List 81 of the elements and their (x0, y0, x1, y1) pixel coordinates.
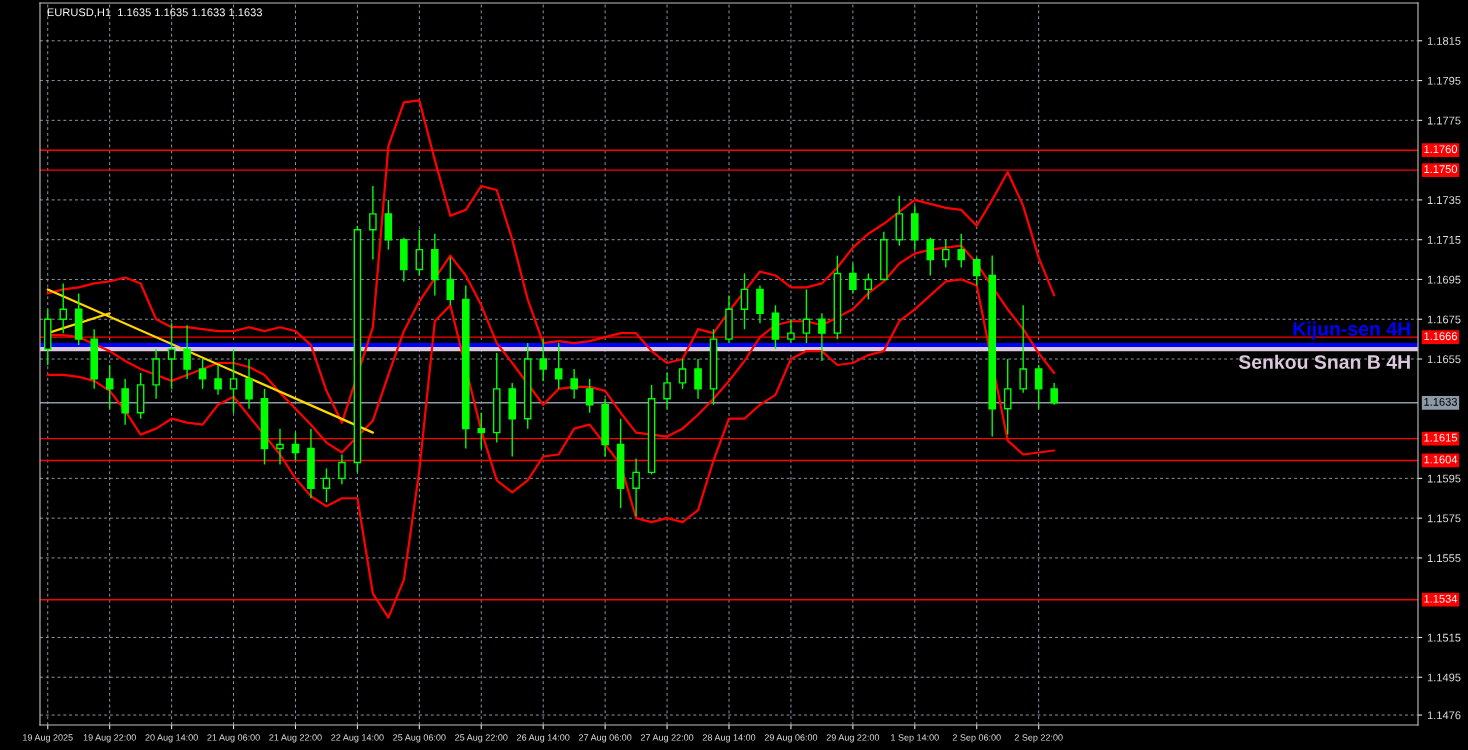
ref-line-label: 1.1604 (1424, 455, 1458, 464)
x-tick-label: 2 Sep 06:00 (952, 734, 1001, 743)
candlestick (740, 272, 749, 330)
ref-line-label: 1.1666 (1424, 332, 1458, 341)
x-tick-label: 27 Aug 22:00 (640, 734, 694, 743)
x-tick-label: 29 Aug 22:00 (826, 734, 880, 743)
candlestick (663, 372, 671, 410)
candlestick (59, 282, 68, 334)
candlestick (554, 342, 563, 390)
candlestick (1050, 382, 1058, 406)
x-tick-label: 19 Aug 22:00 (83, 734, 136, 743)
candlestick (1003, 358, 1012, 436)
candlestick (632, 457, 640, 517)
x-tick-label: 26 Aug 14:00 (517, 734, 570, 743)
candlestick (678, 358, 687, 390)
y-tick-label: 1.1775 (1427, 116, 1461, 125)
candlestick (369, 185, 377, 261)
candlestick (446, 256, 455, 307)
ref-line-label: 1.1615 (1424, 433, 1458, 442)
y-tick-label: 1.1515 (1427, 633, 1461, 642)
x-tick-label: 22 Aug 14:00 (331, 734, 384, 743)
y-tick-label: 1.1735 (1427, 196, 1461, 205)
ref-line-label: 1.1633 (1424, 397, 1458, 406)
candlestick (477, 412, 486, 450)
candlestick (787, 318, 795, 344)
annotation: Senkou Snan B 4H (1238, 354, 1410, 369)
candlestick (957, 233, 966, 269)
x-tick-label: 28 Aug 14:00 (702, 734, 756, 743)
candlestick (338, 453, 346, 486)
candlestick (694, 358, 702, 400)
candlestick (276, 427, 284, 466)
candlestick (415, 229, 424, 277)
candlestick (1019, 304, 1027, 394)
candlestick (214, 364, 222, 396)
x-tick-label: 20 Aug 14:00 (145, 734, 198, 743)
y-tick-label: 1.1476 (1427, 711, 1461, 720)
y-tick-label: 1.1555 (1427, 554, 1461, 563)
candlestick (229, 348, 238, 414)
candlestick (1034, 364, 1043, 410)
candlestick (121, 378, 129, 426)
x-tick-label: 21 Aug 22:00 (269, 734, 322, 743)
candlestick (941, 238, 950, 269)
candlestick (322, 467, 331, 503)
candlestick (585, 378, 594, 414)
x-tick-label: 25 Aug 06:00 (393, 734, 446, 743)
candlestick (972, 256, 981, 287)
candlestick (926, 237, 935, 277)
candlestick (818, 312, 826, 362)
y-tick-label: 1.1795 (1427, 76, 1461, 85)
x-tick-label: 21 Aug 06:00 (207, 734, 260, 743)
candlestick (539, 338, 547, 382)
y-tick-label: 1.1655 (1427, 355, 1461, 364)
y-tick-label: 1.1595 (1427, 474, 1461, 483)
ref-line-label: 1.1534 (1424, 594, 1458, 603)
annotation: Kijun-sen 4H (1293, 321, 1410, 340)
y-tick-label: 1.1575 (1427, 514, 1461, 523)
candlestick (198, 358, 207, 390)
y-tick-label: 1.1675 (1427, 315, 1461, 324)
x-tick-label: 27 Aug 06:00 (578, 734, 632, 743)
y-tick-label: 1.1815 (1427, 37, 1461, 45)
x-tick-label: 29 Aug 06:00 (764, 734, 818, 743)
ref-line-label: 1.1760 (1424, 145, 1458, 154)
y-tick-label: 1.1715 (1427, 236, 1461, 244)
x-tick-label: 19 Aug 2025 (23, 734, 73, 743)
candlestick (849, 262, 857, 295)
ref-line-label: 1.1750 (1424, 165, 1458, 174)
x-tick-label: 1 Sep 14:00 (891, 734, 939, 743)
candlestick (183, 324, 191, 380)
candlestick (105, 364, 114, 410)
y-tick-label: 1.1495 (1427, 673, 1461, 682)
candlestick (864, 272, 873, 301)
candlestick (167, 322, 176, 390)
y-tick-label: 1.1695 (1427, 275, 1461, 284)
x-tick-label: 25 Aug 22:00 (455, 734, 508, 743)
candlestick (245, 358, 253, 410)
candlestick (570, 368, 578, 400)
x-tick-label: 2 Sep 22:00 (1014, 734, 1063, 743)
chart-title: EURUSD,H1 1.1635 1.1635 1.1633 1.1633 (47, 8, 262, 18)
candlestick (291, 431, 300, 462)
candlestick (802, 288, 811, 344)
candlestick (756, 284, 764, 324)
